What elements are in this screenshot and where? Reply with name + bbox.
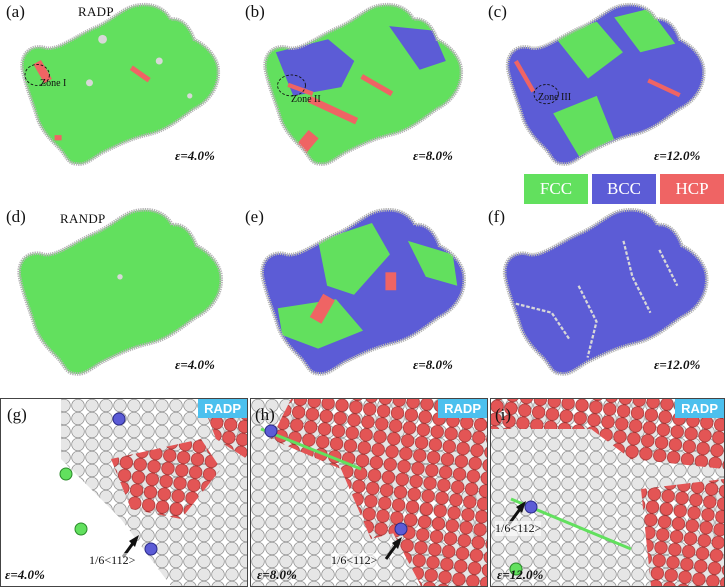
panel-title: RANDP	[60, 211, 106, 226]
legend-hcp-label: HCP	[675, 179, 709, 198]
zone-label: Zone II	[291, 94, 321, 105]
burgers-vector-label: 1/6<112>	[89, 553, 136, 568]
strain-label: ε=12.0%	[497, 567, 544, 582]
panel-e: (e) ε=8.0%	[243, 205, 483, 380]
panel-title: RADP	[78, 4, 114, 19]
strain-label: ε=4.0%	[175, 148, 215, 163]
panel-label: (i)	[495, 405, 512, 424]
panel-g: RADP (g) 1/6<112> ε=4.0%	[0, 398, 248, 587]
atomic-closeup-g	[1, 399, 247, 586]
strain-label: ε=8.0%	[257, 567, 297, 582]
panel-label: (d)	[6, 207, 26, 226]
legend-hcp: HCP	[660, 174, 724, 204]
panel-label: (f)	[488, 207, 505, 226]
atomic-closeup-h	[251, 399, 487, 586]
panel-a: (a) RADP Zone I ε=4.0%	[0, 0, 240, 170]
zone-label: Zone III	[538, 92, 572, 103]
panel-label: (e)	[245, 207, 264, 226]
particle-snapshot-c	[505, 2, 706, 166]
particle-snapshot-d	[17, 207, 224, 376]
strain-label: ε=12.0%	[654, 148, 701, 163]
panel-h: RADP (h) 1/6<112> ε=8.0%	[250, 398, 488, 587]
strain-label: ε=4.0%	[5, 567, 45, 582]
panel-f: (f) ε=12.0%	[486, 205, 725, 380]
panel-label: (c)	[488, 2, 507, 21]
zone-label: Zone I	[40, 78, 67, 89]
strain-label: ε=12.0%	[654, 357, 701, 372]
panel-c: (c) Zone III ε=12.0%	[486, 0, 725, 170]
legend-fcc-label: FCC	[539, 179, 573, 198]
particle-snapshot-f	[502, 207, 709, 376]
atomic-closeup-i	[491, 399, 724, 586]
strain-label: ε=8.0%	[413, 357, 453, 372]
particle-snapshot-a	[20, 2, 221, 166]
radp-badge: RADP	[438, 399, 487, 418]
burgers-vector-label: 1/6<112>	[331, 553, 378, 568]
panel-label: (b)	[245, 2, 265, 21]
radp-badge: RADP	[675, 399, 724, 418]
legend-bcc-label: BCC	[606, 179, 642, 198]
burgers-vector-label: 1/6<112>	[495, 521, 542, 536]
legend-fcc: FCC	[524, 174, 588, 204]
panel-i: RADP (i) 1/6<112> ε=12.0%	[490, 398, 725, 587]
panel-label: (g)	[7, 405, 27, 424]
panel-label: (a)	[6, 2, 25, 21]
particle-snapshot-b	[263, 2, 464, 166]
strain-label: ε=4.0%	[175, 357, 215, 372]
panel-b: (b) Zone II ε=8.0%	[243, 0, 483, 170]
strain-label: ε=8.0%	[413, 148, 453, 163]
particle-snapshot-e	[260, 207, 467, 376]
legend-bcc: BCC	[592, 174, 656, 204]
radp-badge: RADP	[198, 399, 247, 418]
panel-label: (h)	[255, 405, 275, 424]
panel-d: (d) RANDP ε=4.0%	[0, 205, 240, 380]
